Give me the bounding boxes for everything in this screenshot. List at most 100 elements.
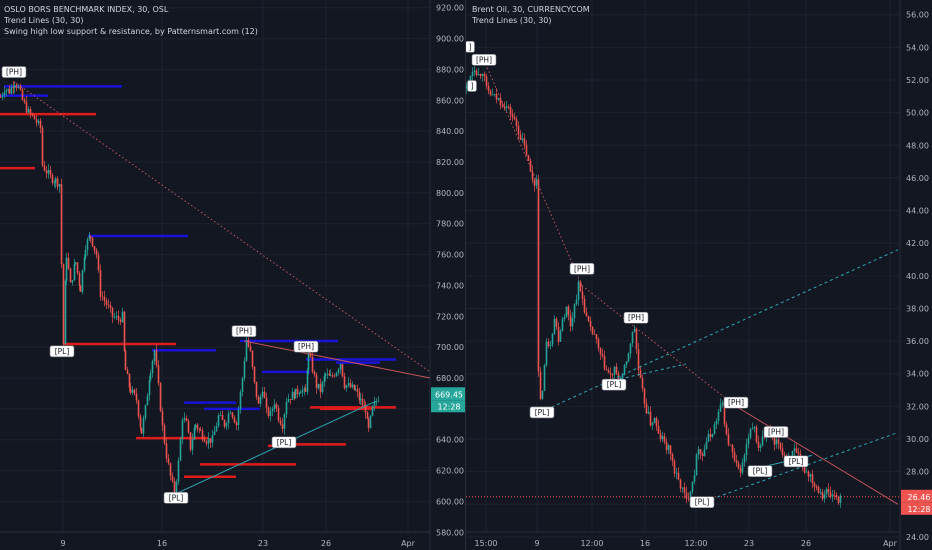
brent-swing-label-box	[689, 496, 715, 508]
brent-candle-body	[597, 339, 600, 349]
oslo-candle-body	[99, 270, 102, 297]
brent-candle-body	[729, 444, 732, 446]
oslo-candle-body	[194, 424, 197, 428]
oslo-candle-body	[155, 350, 158, 366]
brent-last-price: 26.46	[908, 493, 931, 502]
oslo-indicator-swing[interactable]: Swing high low support & resistance, by …	[4, 27, 258, 36]
brent-candle-body	[477, 74, 480, 76]
brent-y-tick-label: 34.00	[906, 370, 929, 379]
oslo-candle-body	[15, 85, 18, 88]
oslo-candle-body	[31, 113, 34, 116]
brent-x-tick-label: 12:00	[580, 539, 603, 548]
oslo-chart-pane[interactable]: 920.00 900.00 880.00 860.00 840.00 820.00 800.…	[0, 0, 466, 550]
oslo-candle-body	[361, 398, 364, 406]
brent-chart-canvas[interactable]: 56.00 54.00 52.00 50.00 48.00 46.00 44.00 42.00…	[466, 0, 932, 550]
oslo-candle-body	[311, 356, 314, 372]
oslo-candle-body	[363, 405, 366, 406]
brent-candle-body	[527, 155, 530, 161]
brent-candle-body	[657, 426, 660, 434]
oslo-candle-body	[321, 381, 324, 393]
brent-swing-label: [PL]	[753, 467, 768, 476]
brent-candle-body	[759, 445, 762, 448]
oslo-candle-body	[179, 438, 182, 461]
oslo-candle-body	[359, 398, 362, 401]
oslo-candle-body	[207, 438, 210, 444]
oslo-candle-body	[375, 401, 378, 403]
oslo-candle-body	[137, 400, 140, 417]
brent-swing-label-box	[723, 396, 749, 409]
oslo-candle-body	[326, 373, 329, 375]
brent-candle-body	[529, 160, 532, 172]
brent-candle-body	[531, 171, 534, 180]
brent-candle-body	[773, 436, 776, 445]
oslo-y-tick-label: 920.00	[436, 4, 464, 13]
oslo-candle-body	[121, 311, 124, 322]
brent-candle-body	[749, 428, 752, 438]
brent-candle-body	[839, 495, 842, 503]
brent-candle-body	[569, 315, 572, 327]
brent-candle-body	[819, 492, 822, 493]
oslo-candle-body	[291, 391, 294, 400]
oslo-candle-body	[73, 263, 76, 281]
oslo-candle-body	[356, 389, 359, 392]
oslo-y-tick-label: 720.00	[436, 312, 464, 321]
oslo-chart-canvas[interactable]: 920.00 900.00 880.00 860.00 840.00 820.00 800.…	[0, 0, 466, 550]
pane-divider[interactable]	[465, 0, 466, 550]
brent-candle-body	[553, 318, 556, 334]
oslo-candle-body	[1, 94, 4, 98]
brent-x-tick-label: 23	[744, 539, 754, 548]
brent-candle-body	[579, 281, 582, 292]
brent-candle-body	[489, 90, 492, 96]
oslo-candle-body	[165, 443, 168, 459]
brent-candle-body	[485, 76, 488, 86]
brent-candle-body	[571, 318, 574, 327]
brent-chart-pane[interactable]: 56.00 54.00 52.00 50.00 48.00 46.00 44.00 42.00…	[466, 0, 932, 550]
oslo-candle-body	[351, 384, 354, 388]
brent-candle-body	[601, 354, 604, 357]
brent-candle-body	[829, 492, 832, 497]
brent-indicator-trendlines[interactable]: Trend Lines (30, 30)	[472, 16, 552, 25]
oslo-candle-body	[354, 389, 357, 390]
oslo-swing-label: [PL]	[55, 347, 70, 356]
oslo-indicator-trendlines[interactable]: Trend Lines (30, 30)	[4, 16, 84, 25]
brent-swing-label-box	[529, 406, 555, 419]
brent-candle-body	[837, 497, 840, 503]
brent-candle-body	[685, 492, 688, 499]
brent-candle-body	[613, 366, 616, 375]
brent-candle-body	[617, 373, 620, 383]
brent-candle-body	[733, 452, 736, 461]
oslo-candle-body	[299, 392, 302, 394]
brent-candle-body	[493, 93, 496, 95]
oslo-candle-body	[233, 417, 236, 423]
brent-candle-body	[589, 321, 592, 327]
oslo-candle-body	[294, 388, 297, 399]
oslo-candle-body	[329, 375, 332, 377]
oslo-candle-body	[261, 391, 264, 397]
brent-trend-line	[545, 249, 899, 411]
brent-candle-body	[637, 349, 640, 371]
oslo-candle-body	[369, 415, 372, 428]
brent-candle-body	[715, 420, 718, 425]
brent-swing-label-box	[569, 262, 595, 275]
oslo-candle-body	[225, 423, 228, 427]
brent-swing-label: [PL]	[607, 380, 622, 389]
brent-candle-body	[719, 404, 722, 412]
oslo-candle-body	[149, 373, 152, 381]
brent-candle-body	[755, 426, 758, 442]
oslo-candle-body	[239, 391, 242, 410]
brent-symbol-title[interactable]: Brent Oil, 30, CURRENCYCOM	[472, 5, 590, 14]
oslo-candle-body	[296, 388, 299, 395]
brent-candle-body	[815, 486, 818, 488]
oslo-candle-body	[211, 435, 214, 443]
oslo-candle-body	[157, 365, 160, 384]
brent-swing-label: ]	[471, 81, 474, 90]
brent-candle-body	[559, 330, 562, 342]
brent-candle-body	[803, 464, 806, 473]
brent-swing-label-box	[466, 41, 475, 53]
oslo-x-tick-label: Apr	[401, 539, 416, 548]
oslo-candle-body	[347, 383, 350, 386]
oslo-candle-body	[198, 429, 201, 430]
oslo-symbol-title[interactable]: OSLO BORS BENCHMARK INDEX, 30, OSL	[4, 5, 169, 14]
brent-candle-body	[555, 318, 558, 327]
brent-candle-body	[511, 114, 514, 118]
